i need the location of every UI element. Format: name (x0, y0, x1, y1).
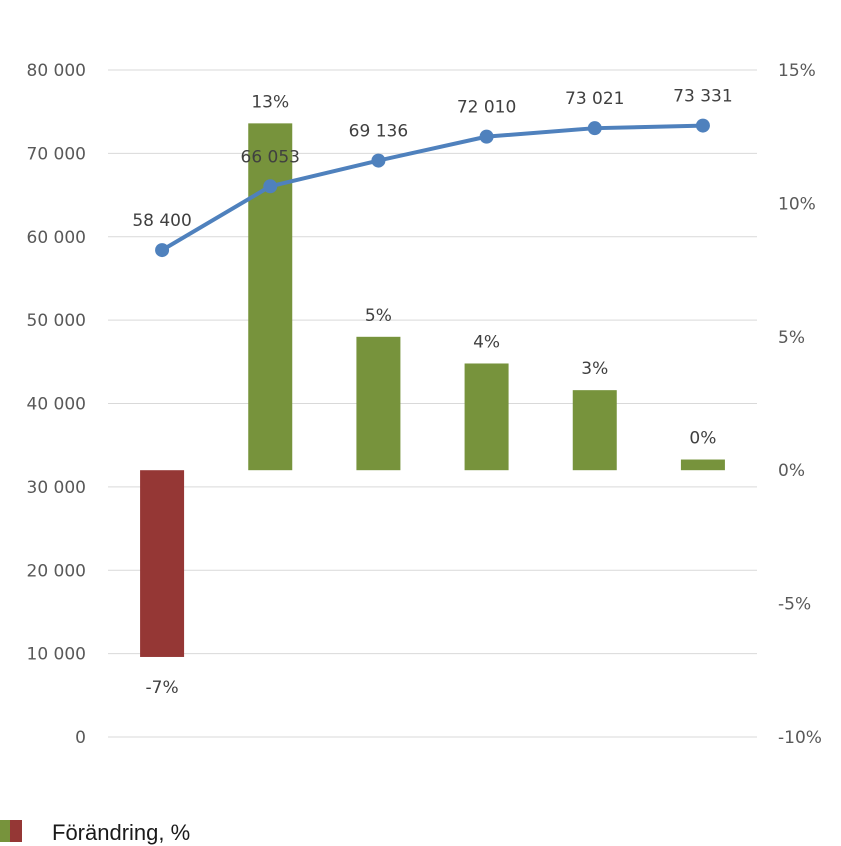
left-tick-label: 80 000 (27, 61, 86, 81)
bar (248, 123, 293, 471)
line-series (155, 118, 710, 258)
bar (356, 336, 401, 471)
left-tick-label: 60 000 (27, 228, 86, 248)
right-tick-label: -5% (778, 595, 811, 615)
bar-data-label: 5% (365, 306, 392, 326)
line-point (371, 153, 386, 168)
line-data-labels: 58 400 66 053 69 136 72 010 73 021 73 331 (132, 87, 732, 231)
line-data-label: 69 136 (349, 122, 408, 142)
bar-data-label: 4% (473, 332, 500, 352)
bar-data-label: -7% (146, 678, 179, 698)
legend-swatch-negative (10, 820, 22, 842)
left-tick-label: 30 000 (27, 478, 86, 498)
line-path (160, 123, 705, 253)
right-tick-label: -10% (778, 728, 822, 748)
left-tick-label: 10 000 (27, 645, 86, 665)
legend: Förändring, % (0, 820, 190, 845)
bar (572, 390, 617, 471)
left-tick-label: 70 000 (27, 144, 86, 164)
bar (140, 470, 185, 657)
line-data-label: 66 053 (241, 147, 300, 167)
bar (680, 459, 725, 471)
bar-data-label: 0% (689, 429, 716, 449)
right-tick-label: 0% (778, 461, 805, 481)
legend-label: Förändring, % (52, 820, 190, 845)
line-point (695, 118, 710, 133)
right-axis: -10% -5% 0% 5% 10% 15% (778, 61, 822, 748)
line-point (587, 121, 602, 136)
bar-data-labels: -7% 13% 5% 4% 3% 0% (146, 92, 717, 698)
line-point (155, 243, 170, 258)
legend-swatch-positive (0, 820, 10, 842)
right-tick-label: 5% (778, 328, 805, 348)
line-point (479, 129, 494, 144)
bar-data-label: 3% (581, 359, 608, 379)
left-axis: 0 10 000 20 000 30 000 40 000 50 000 60 000 70 … (27, 61, 86, 748)
line-data-label: 73 021 (565, 89, 624, 109)
bar-series (140, 123, 725, 657)
right-tick-label: 15% (778, 61, 816, 81)
left-tick-label: 0 (75, 728, 86, 748)
gridlines (108, 69, 757, 738)
left-tick-label: 50 000 (27, 311, 86, 331)
line-data-label: 58 400 (132, 211, 191, 231)
left-tick-label: 20 000 (27, 561, 86, 581)
left-tick-label: 40 000 (27, 395, 86, 415)
bar-data-label: 13% (251, 92, 289, 112)
bar (464, 363, 509, 471)
line-data-label: 72 010 (457, 98, 516, 118)
right-tick-label: 10% (778, 194, 816, 214)
line-point (263, 179, 278, 194)
line-data-label: 73 331 (673, 87, 732, 107)
